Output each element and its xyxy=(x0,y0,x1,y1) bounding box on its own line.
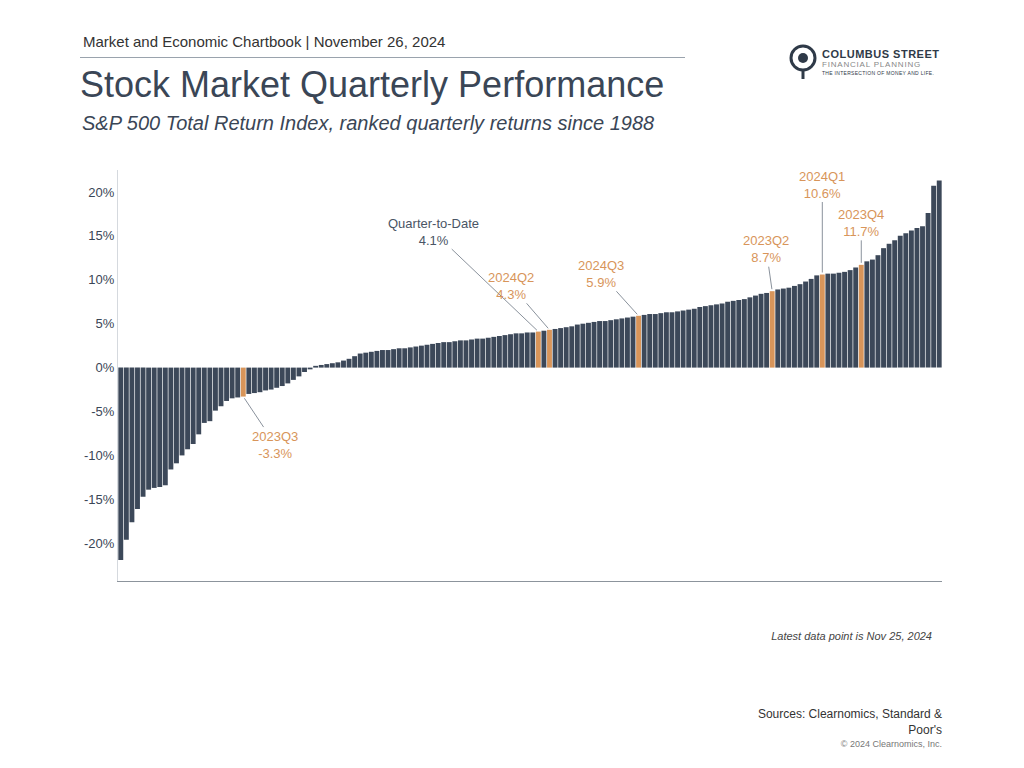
svg-text:20%: 20% xyxy=(88,185,114,200)
html-text:Stock Market Quarterly Perform: Stock Market Quarterly Performance xyxy=(80,64,665,105)
html-text:© 2024 Clearnomics, Inc.: © 2024 Clearnomics, Inc. xyxy=(840,739,942,749)
svg-text:5%: 5% xyxy=(96,316,115,331)
html-text:THE INTERSECTION OF MONEY AND: THE INTERSECTION OF MONEY AND LIFE. xyxy=(822,70,935,76)
svg-text:2024Q110.6%: 2024Q110.6% xyxy=(799,169,845,201)
svg-text:2023Q28.7%: 2023Q28.7% xyxy=(743,233,789,265)
html-text:FINANCIAL PLANNING: FINANCIAL PLANNING xyxy=(822,60,921,69)
svg-text:-15%: -15% xyxy=(84,492,115,507)
svg-text:2024Q24.3%: 2024Q24.3% xyxy=(488,270,534,302)
html-text:S&P 500 Total Return Index, ra: S&P 500 Total Return Index, ranked quart… xyxy=(82,112,655,134)
svg-text:15%: 15% xyxy=(88,228,114,243)
svg-text:2023Q3-3.3%: 2023Q3-3.3% xyxy=(252,429,298,461)
svg-text:-10%: -10% xyxy=(84,448,115,463)
html-text:Latest data point is Nov 25, 2: Latest data point is Nov 25, 2024 xyxy=(771,630,932,642)
svg-text:0%: 0% xyxy=(96,360,115,375)
svg-text:-5%: -5% xyxy=(91,404,115,419)
svg-text:10%: 10% xyxy=(88,272,114,287)
svg-text:2023Q411.7%: 2023Q411.7% xyxy=(838,207,884,239)
html-text:COLUMBUS STREET: COLUMBUS STREET xyxy=(822,48,940,60)
svg-text:2024Q35.9%: 2024Q35.9% xyxy=(578,258,624,290)
svg-text:-20%: -20% xyxy=(84,536,115,551)
svg-text:Quarter-to-Date4.1%: Quarter-to-Date4.1% xyxy=(388,216,479,248)
html-text:Sources: Clearnomics, Standard: Sources: Clearnomics, Standard & Poor's xyxy=(757,707,942,737)
html-text:Market and Economic Chartbook: Market and Economic Chartbook | November… xyxy=(83,33,446,50)
